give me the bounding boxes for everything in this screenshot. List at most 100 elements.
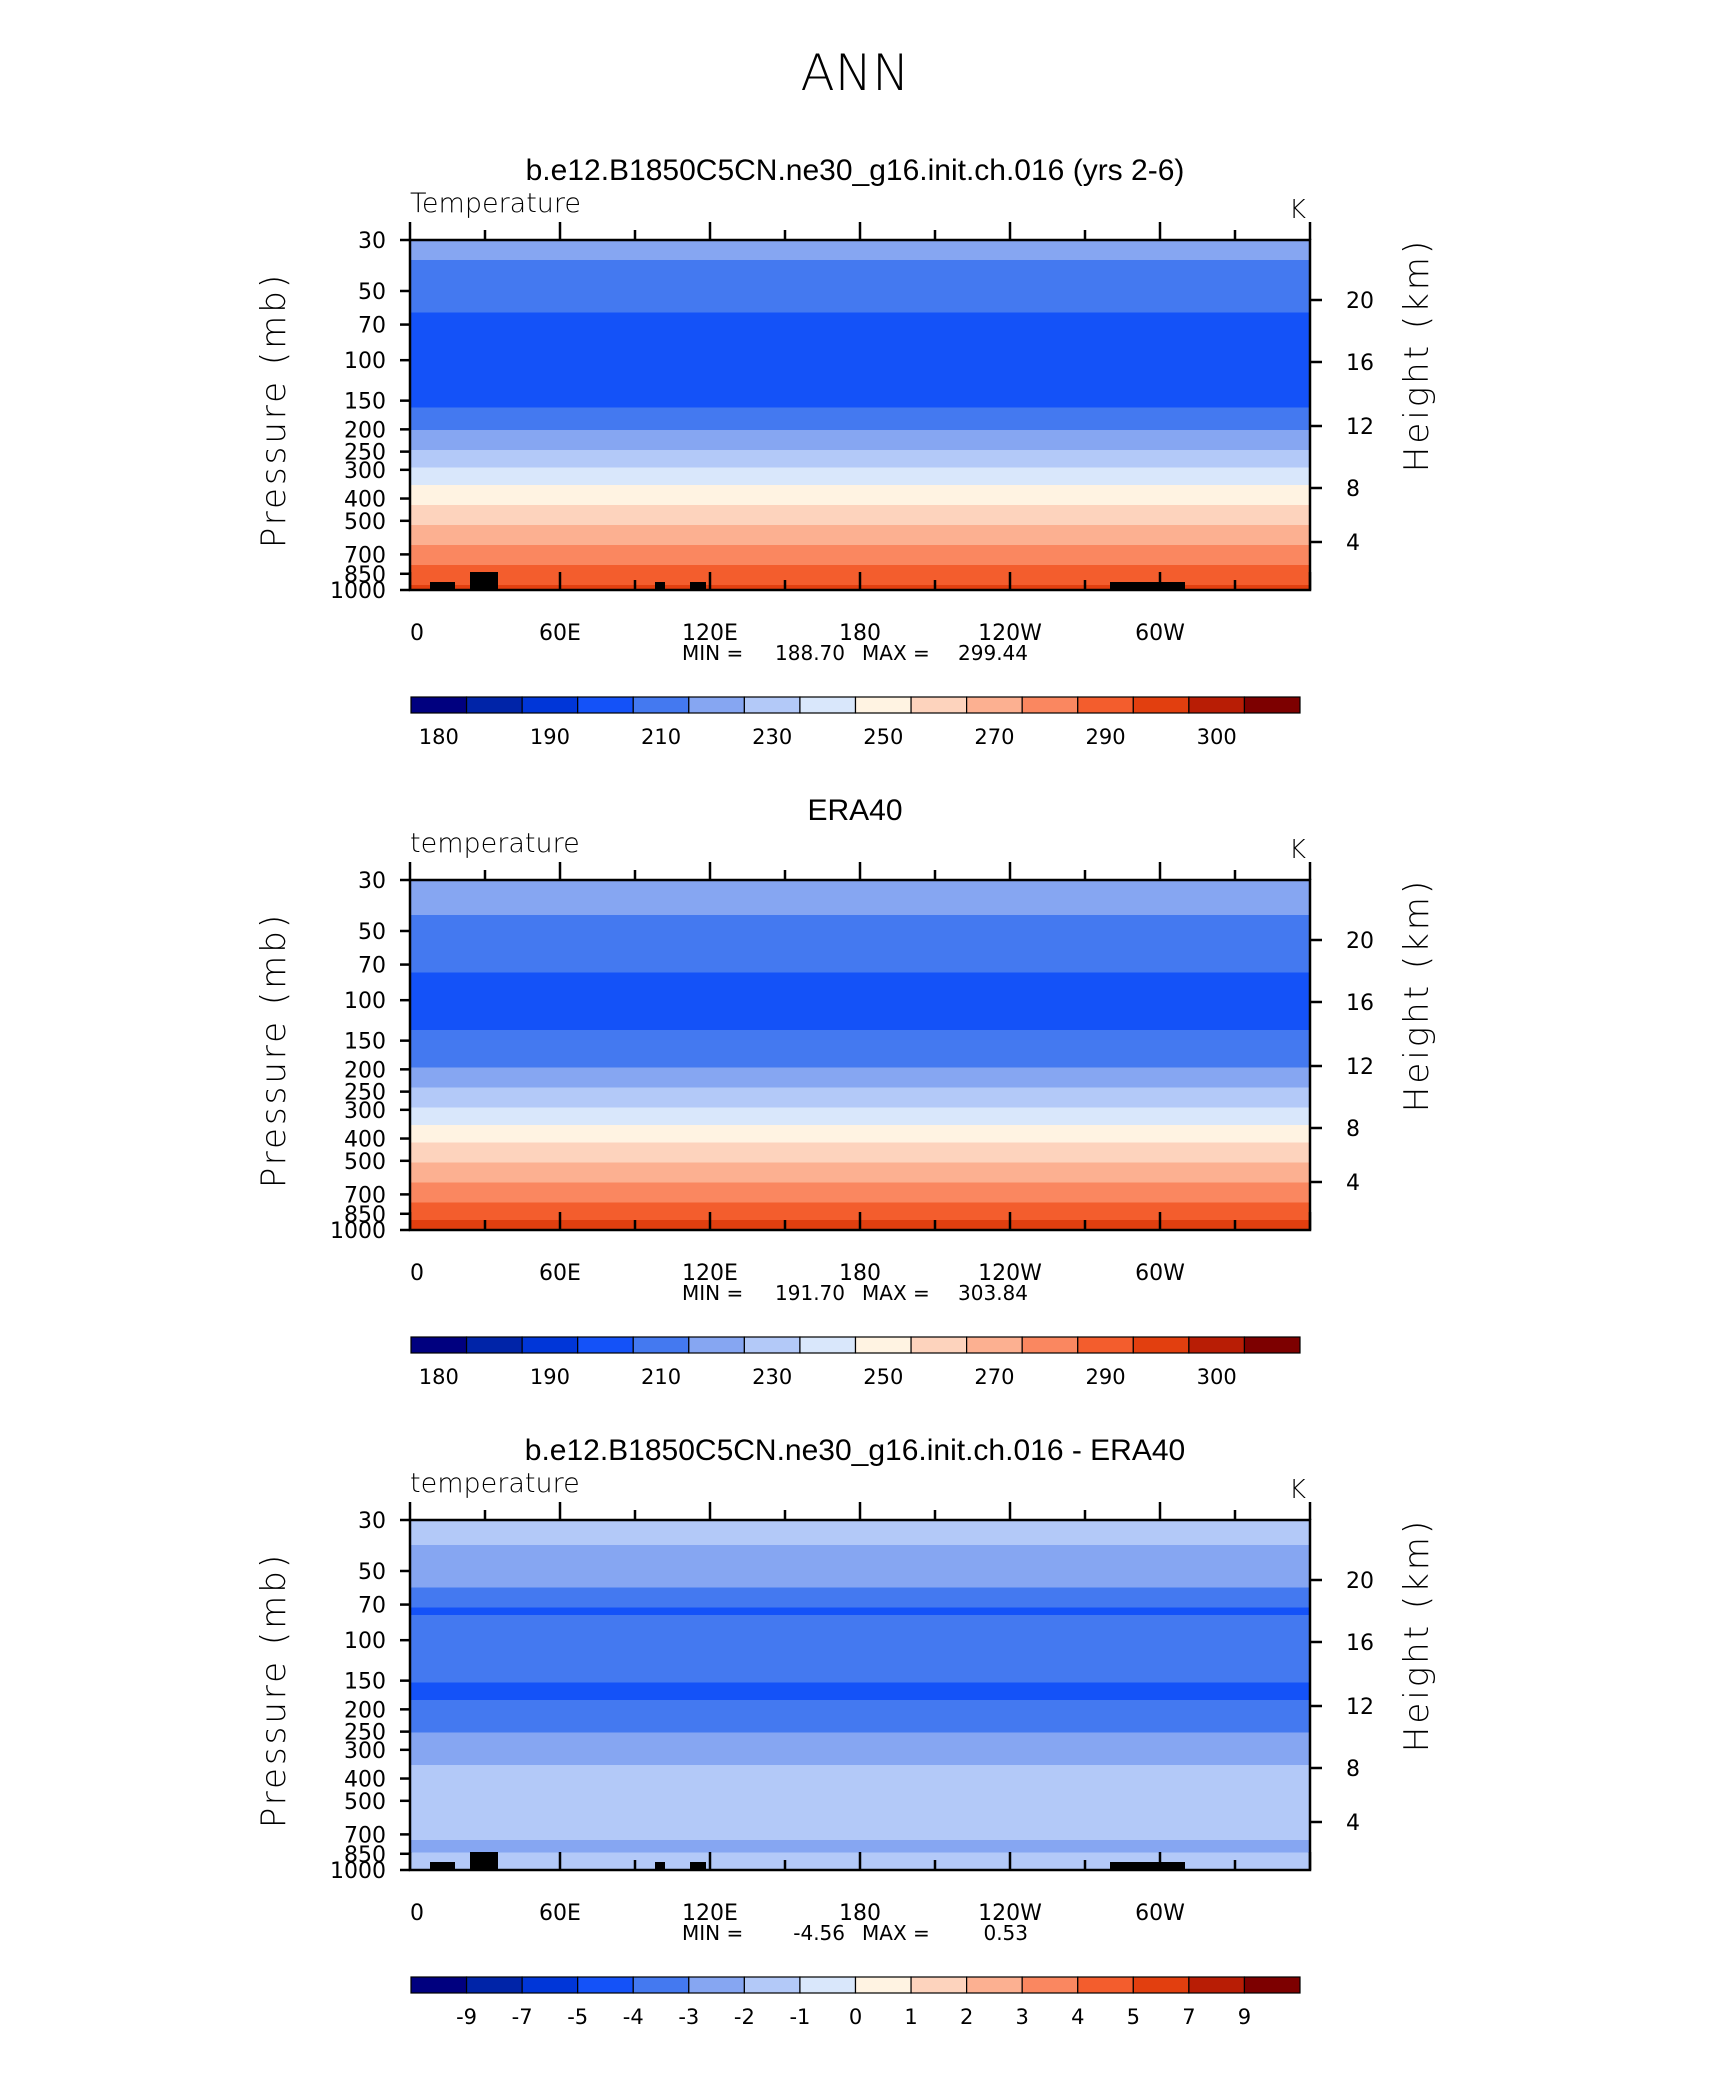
contour-band: [410, 1655, 1310, 1659]
contour-band: [410, 942, 1310, 946]
contour-band: [410, 1142, 1310, 1146]
contour-band: [410, 972, 1310, 976]
colorbar: 180 190 210 230 250 270 290 300: [410, 1336, 1301, 1389]
contour-band: [410, 475, 1310, 479]
min-value: -4.56: [793, 1921, 845, 1945]
x-tick-label: 60E: [539, 1901, 581, 1926]
contour-band: [410, 272, 1310, 276]
contour-band: [410, 1792, 1310, 1796]
colorbar-label: 1: [904, 2005, 917, 2029]
contour-band: [410, 1197, 1310, 1201]
contour-band: [410, 1835, 1310, 1839]
contour-band: [410, 357, 1310, 361]
contour-band: [410, 1580, 1310, 1584]
contour-band: [410, 337, 1310, 341]
contour-band: [410, 342, 1310, 346]
x-tick-label: 120W: [978, 1901, 1042, 1926]
colorbar-cell: [1243, 1336, 1301, 1354]
panel-2: ERA40 temperature K 0 60E 120E 180 120W 60W 30 50 7…: [254, 794, 1437, 1389]
contour-band: [410, 920, 1310, 924]
panel-title: b.e12.B1850C5CN.ne30_g16.init.ch.016 (yr…: [526, 154, 1185, 187]
contour-band: [410, 1775, 1310, 1779]
x-tick-label: 60W: [1135, 621, 1185, 646]
contour-band: [410, 1605, 1310, 1609]
topography-block: [655, 1862, 665, 1870]
x-tick-label: 60W: [1135, 1901, 1185, 1926]
colorbar-label: 9: [1238, 2005, 1251, 2029]
contour-band: [410, 525, 1310, 529]
contour-band: [410, 292, 1310, 296]
colorbar-cell: [1132, 1336, 1190, 1354]
colorbar-cell: [465, 696, 523, 714]
contour-band: [410, 322, 1310, 326]
contour-band: [410, 1602, 1310, 1606]
units-label: K: [1289, 835, 1306, 865]
y-tick-label: 850: [344, 563, 386, 588]
contour-band: [410, 910, 1310, 914]
contour-band: [410, 1752, 1310, 1756]
contour-band: [410, 297, 1310, 301]
y2-axis-label: Height (km): [1397, 1518, 1437, 1752]
contour-band: [410, 1630, 1310, 1634]
contour-band: [410, 895, 1310, 899]
colorbar-cell: [410, 1336, 468, 1354]
contour-band: [410, 1102, 1310, 1106]
contour-band: [410, 1090, 1310, 1094]
colorbar-label: -9: [456, 2005, 477, 2029]
contour-band: [410, 940, 1310, 944]
y2-axis-label: Height (km): [1397, 238, 1437, 472]
contour-band: [410, 335, 1310, 339]
contour-band: [410, 410, 1310, 414]
colorbar-cell: [577, 1336, 634, 1354]
contour-band: [410, 437, 1310, 441]
contour-band: [410, 1812, 1310, 1816]
contour-band: [410, 1790, 1310, 1794]
contour-band: [410, 520, 1310, 524]
contour-band: [410, 407, 1310, 411]
contour-band: [410, 457, 1310, 461]
contour-band: [410, 317, 1310, 321]
contour-band: [410, 472, 1310, 476]
contour-band: [410, 1072, 1310, 1076]
contour-band: [410, 1530, 1310, 1534]
contour-band: [410, 470, 1310, 474]
contour-band: [410, 1192, 1310, 1196]
y-tick-label: 850: [344, 1203, 386, 1228]
contour-band: [410, 1832, 1310, 1836]
contour-band: [410, 542, 1310, 546]
contour-band: [410, 1822, 1310, 1826]
x-tick-label: 0: [410, 1901, 424, 1926]
contour-band: [410, 1592, 1310, 1596]
contour-band: [410, 250, 1310, 254]
contour-band: [410, 1732, 1310, 1736]
contour-band: [410, 1717, 1310, 1721]
contour-band: [410, 412, 1310, 416]
contour-band: [410, 950, 1310, 954]
contour-band: [410, 1702, 1310, 1706]
contour-band: [410, 1715, 1310, 1719]
contour-band: [410, 1017, 1310, 1021]
colorbar-label: 190: [530, 1365, 570, 1389]
contour-band: [410, 275, 1310, 279]
colorbar: 180 190 210 230 250 270 290 300: [410, 696, 1301, 749]
contour-band: [410, 1620, 1310, 1624]
contour-band: [410, 447, 1310, 451]
contour-band: [410, 1210, 1310, 1214]
colorbar-cell: [910, 1336, 968, 1354]
panel-3: b.e12.B1850C5CN.ne30_g16.init.ch.016 - E…: [254, 1434, 1437, 2029]
colorbar-label: 250: [863, 725, 903, 749]
colorbar-label: 7: [1182, 2005, 1195, 2029]
contour-band: [410, 1765, 1310, 1769]
y-tick-label: 300: [344, 1739, 386, 1764]
y-tick-label: 70: [358, 954, 386, 979]
contour-band: [410, 997, 1310, 1001]
colorbar-cell: [1188, 1336, 1246, 1354]
contour-band: [410, 570, 1310, 574]
min-label: MIN =: [682, 1921, 743, 1945]
contour-band: [410, 290, 1310, 294]
contour-band: [410, 492, 1310, 496]
contour-band: [410, 1737, 1310, 1741]
y2-tick-label: 8: [1346, 1117, 1360, 1142]
colorbar-cell: [1021, 1976, 1079, 1994]
colorbar-label: -3: [678, 2005, 699, 2029]
